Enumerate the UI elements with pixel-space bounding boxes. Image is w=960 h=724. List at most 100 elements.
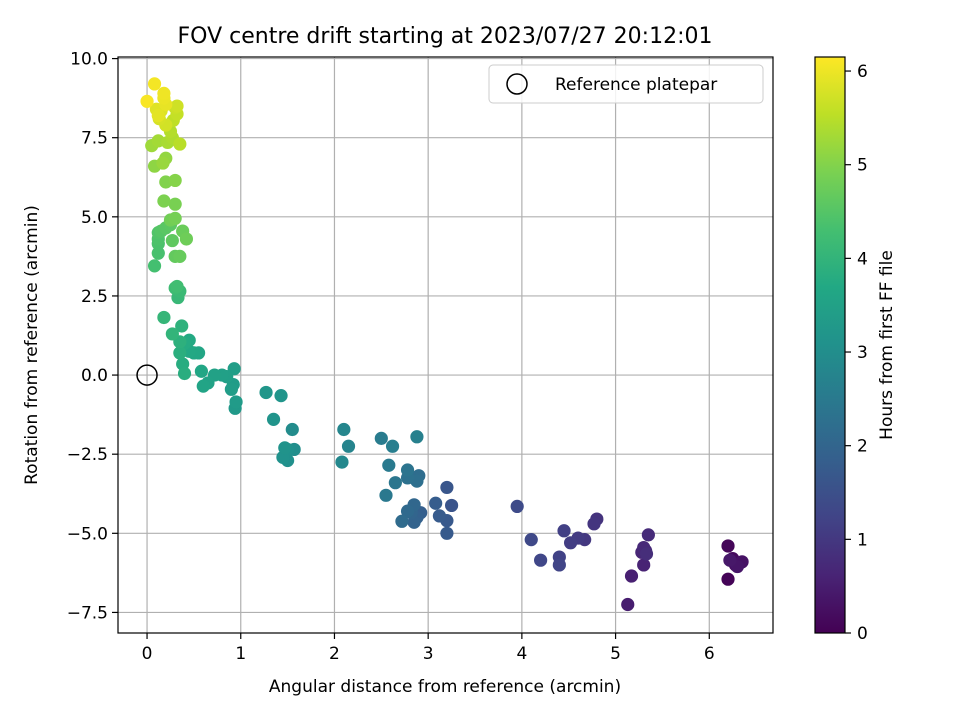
y-tick-label: −5.0: [67, 524, 108, 544]
data-point: [177, 366, 192, 381]
data-point: [410, 430, 424, 444]
data-point: [400, 504, 415, 518]
y-tick-label: 2.5: [81, 287, 108, 307]
data-point: [341, 439, 356, 453]
data-point: [374, 431, 388, 445]
data-point: [721, 572, 735, 586]
data-point: [173, 249, 187, 263]
y-tick-label: 5.0: [81, 208, 108, 228]
data-point: [274, 389, 288, 403]
data-point: [194, 364, 208, 378]
data-point: [157, 310, 171, 325]
colorbar-tick-label: 3: [857, 343, 868, 363]
data-point: [444, 498, 459, 513]
data-point: [534, 553, 548, 567]
data-point: [157, 86, 171, 100]
data-point: [224, 382, 238, 396]
data-point: [440, 480, 454, 495]
colorbar-tick-label: 2: [857, 437, 868, 457]
data-point: [621, 597, 635, 612]
x-axis-label: Angular distance from reference (arcmin): [269, 677, 621, 697]
data-point: [170, 279, 184, 294]
colorbar: [814, 56, 846, 634]
data-point: [168, 173, 182, 188]
data-point: [723, 553, 737, 567]
data-point: [510, 499, 524, 514]
data-point: [388, 476, 402, 490]
y-tick-label: −7.5: [67, 603, 108, 623]
data-point: [173, 137, 187, 151]
data-point: [429, 496, 443, 510]
data-point: [587, 517, 601, 531]
x-tick-label: 3: [423, 644, 434, 664]
colorbar-tick-label: 0: [857, 624, 868, 644]
y-tick-label: 10.0: [70, 50, 108, 70]
data-point: [151, 246, 165, 260]
data-point: [400, 463, 415, 477]
legend-entry-label: Reference platepar: [555, 75, 717, 95]
data-point: [168, 211, 182, 226]
data-point: [170, 99, 184, 113]
data-point: [563, 536, 578, 550]
data-point: [379, 488, 393, 502]
colorbar-ticks: 0 1 2 3 4 5 6: [845, 62, 868, 644]
data-point: [259, 385, 273, 400]
chart-title: FOV centre drift starting at 2023/07/27 …: [178, 24, 713, 49]
data-point: [157, 194, 171, 208]
data-point: [624, 569, 639, 583]
y-axis-label: Rotation from reference (arcmin): [22, 205, 42, 485]
data-point: [395, 514, 409, 528]
legend: Reference platepar: [488, 64, 764, 104]
data-point: [385, 439, 400, 453]
y-tick-label: 7.5: [81, 129, 108, 149]
data-point: [432, 509, 447, 523]
colorbar-tick-label: 1: [857, 530, 868, 550]
colorbar-tick-label: 5: [857, 156, 868, 176]
data-point: [557, 524, 571, 538]
data-point: [147, 259, 162, 273]
data-point: [165, 327, 179, 341]
legend-box: [488, 64, 764, 104]
data-point: [278, 441, 292, 455]
data-point: [156, 156, 170, 170]
x-tick-label: 0: [142, 644, 153, 664]
x-tick-label: 4: [516, 644, 527, 664]
data-point: [637, 558, 651, 572]
data-point: [335, 455, 349, 469]
legend-reference-marker-icon: [506, 73, 528, 95]
data-point: [641, 528, 655, 542]
data-point: [639, 547, 654, 561]
plot-frame: [117, 56, 774, 634]
x-tick-label: 6: [704, 644, 715, 664]
y-tick-label: 0.0: [81, 366, 108, 386]
x-axis-ticks: 0 1 2 3 4 5 6: [142, 633, 715, 664]
data-point: [175, 319, 189, 333]
grid-lines: [118, 57, 773, 633]
y-axis-ticks: −7.5 −5.0 −2.5 0.0 2.5 5.0 7.5 10.0: [67, 50, 118, 623]
data-point: [151, 108, 165, 123]
data-point: [440, 526, 454, 540]
data-point: [285, 422, 299, 437]
data-point: [173, 346, 187, 360]
x-tick-label: 5: [610, 644, 621, 664]
x-tick-label: 1: [235, 644, 246, 664]
data-point: [382, 458, 396, 472]
reference-marker-layer: [136, 364, 158, 386]
colorbar-tick-label: 4: [857, 249, 868, 269]
data-point: [266, 412, 281, 426]
data-point: [229, 395, 243, 409]
data-point: [165, 233, 179, 248]
data-point: [721, 539, 735, 553]
data-point: [524, 533, 538, 547]
y-tick-label: −2.5: [67, 445, 108, 465]
colorbar-tick-label: 6: [857, 62, 868, 82]
data-point: [140, 94, 154, 108]
data-point: [552, 558, 566, 572]
data-point: [179, 232, 194, 246]
reference-platepar-marker: [136, 364, 158, 386]
data-points: [140, 77, 749, 612]
colorbar-label: Hours from first FF file: [877, 250, 897, 440]
data-point: [168, 197, 182, 211]
